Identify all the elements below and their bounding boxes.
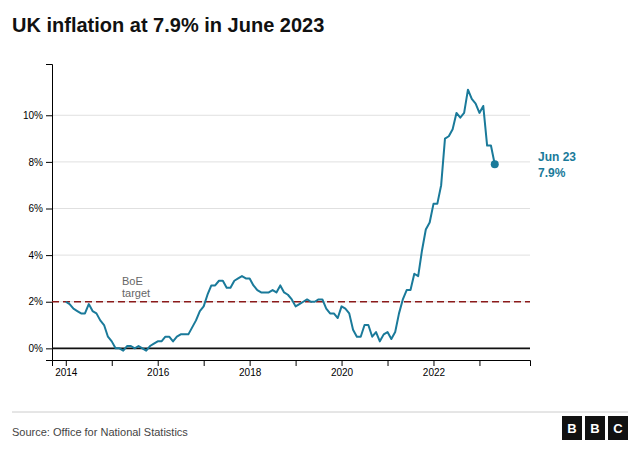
tick-mark	[46, 348, 52, 349]
endpoint-label: Jun 23	[538, 150, 576, 164]
tick-label: 2014	[55, 367, 78, 378]
minor-tick-mark	[479, 360, 480, 366]
minor-tick	[296, 360, 297, 366]
tick: 2016	[147, 360, 170, 378]
tick-label: 2020	[331, 367, 354, 378]
tick-mark	[46, 302, 52, 303]
grid	[52, 115, 530, 348]
line	[66, 90, 495, 351]
tick-label: 4%	[29, 250, 44, 261]
tick-label: 2022	[423, 367, 446, 378]
target-label: BoEtarget	[122, 275, 150, 299]
axis-line	[53, 361, 531, 367]
logo-letter: B	[567, 421, 576, 436]
tick: 2014	[55, 360, 78, 378]
title: UK inflation at 7.9% in June 2023	[12, 14, 324, 36]
tick-label: 10%	[23, 110, 43, 121]
tick-mark	[433, 360, 434, 366]
target-label-line: BoE	[122, 275, 143, 287]
tick-label: 6%	[29, 203, 44, 214]
grid-line	[52, 301, 530, 302]
grid-line	[52, 161, 530, 162]
logo-letter: C	[613, 421, 623, 436]
logo-box	[562, 416, 582, 440]
y-axis: 0% 2% 4% 6% 8% 10%	[23, 65, 53, 361]
tick: 2018	[239, 360, 262, 378]
minor-tick-mark	[112, 360, 113, 366]
grid-line	[52, 208, 530, 209]
tick-mark	[46, 255, 52, 256]
endpoint-label: 7.9%	[538, 166, 566, 180]
tick-mark	[158, 360, 159, 366]
source: Source: Office for National Statistics	[12, 426, 188, 438]
tick-mark	[46, 115, 52, 116]
tick-mark	[250, 360, 251, 366]
tick: 6%	[29, 203, 52, 214]
tick: 0%	[29, 343, 52, 354]
logo: BBC	[562, 416, 628, 440]
tick-label: 2018	[239, 367, 262, 378]
separator	[12, 412, 628, 413]
tick-label: 2016	[147, 367, 170, 378]
minor-tick	[112, 360, 113, 366]
logo-letter: B	[590, 421, 599, 436]
x-minor-ticks	[112, 360, 480, 366]
target-line	[52, 301, 530, 303]
minor-tick	[204, 360, 205, 366]
minor-tick	[388, 360, 389, 366]
logo-box	[608, 416, 628, 440]
tick-mark	[342, 360, 343, 366]
chart: UK inflation at 7.9% in June 2023 0% 2% 4% 6…	[0, 0, 640, 450]
minor-tick-mark	[388, 360, 389, 366]
tick-label: 0%	[29, 343, 44, 354]
endpoint-dot	[491, 160, 499, 168]
target-label-line: target	[122, 287, 150, 299]
marks	[52, 90, 530, 351]
tick: 10%	[23, 110, 52, 121]
logo-box	[585, 416, 605, 440]
minor-tick-mark	[204, 360, 205, 366]
axis-line	[46, 65, 53, 361]
tick-mark	[66, 360, 67, 366]
minor-tick	[479, 360, 480, 366]
x-axis: 2014 2016 2018 2020 2022	[53, 360, 531, 378]
grid-line	[52, 255, 530, 256]
tick-label: 8%	[29, 157, 44, 168]
tick-mark	[46, 209, 52, 210]
tick: 2020	[331, 360, 354, 378]
tick: 4%	[29, 250, 52, 261]
tick: 2022	[423, 360, 446, 378]
plot-area: 0% 2% 4% 6% 8% 10% 2014 2016 2018 2020 2022 BoEtarg…	[23, 65, 576, 379]
tick-label: 2%	[29, 296, 44, 307]
tick: 8%	[29, 157, 52, 168]
tick: 2%	[29, 296, 52, 307]
minor-tick-mark	[296, 360, 297, 366]
tick-mark	[46, 162, 52, 163]
